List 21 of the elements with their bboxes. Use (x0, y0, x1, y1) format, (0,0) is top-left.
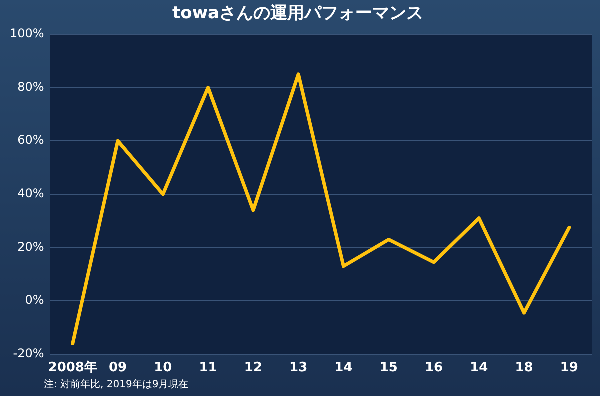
x-tick-label: 14 (334, 360, 353, 376)
x-tick-label: 15 (380, 360, 398, 376)
chart-title: towaさんの運用パフォーマンス (172, 4, 424, 24)
x-tick-label: 16 (424, 360, 444, 376)
y-tick-label: 0% (25, 293, 44, 308)
x-tick-label: 2008年 (48, 360, 98, 376)
x-tick-label: 11 (199, 360, 218, 376)
x-tick-label: 10 (154, 360, 172, 376)
y-tick-label: 40% (18, 186, 44, 201)
x-tick-label: 13 (290, 360, 308, 376)
y-tick-label: -20% (13, 346, 44, 361)
x-tick-label: 18 (515, 360, 534, 376)
x-tick-label: 19 (560, 360, 578, 376)
y-tick-label: 100% (10, 26, 44, 41)
y-tick-label: 20% (18, 240, 44, 254)
y-tick-label: 60% (18, 133, 44, 148)
x-tick-label: 12 (244, 360, 262, 376)
y-tick-label: 80% (18, 80, 44, 94)
x-tick-label: 14 (470, 360, 488, 376)
x-tick-label: 09 (108, 360, 128, 376)
text: 注: 対前年比, 2019年は9月現在 (44, 378, 189, 391)
